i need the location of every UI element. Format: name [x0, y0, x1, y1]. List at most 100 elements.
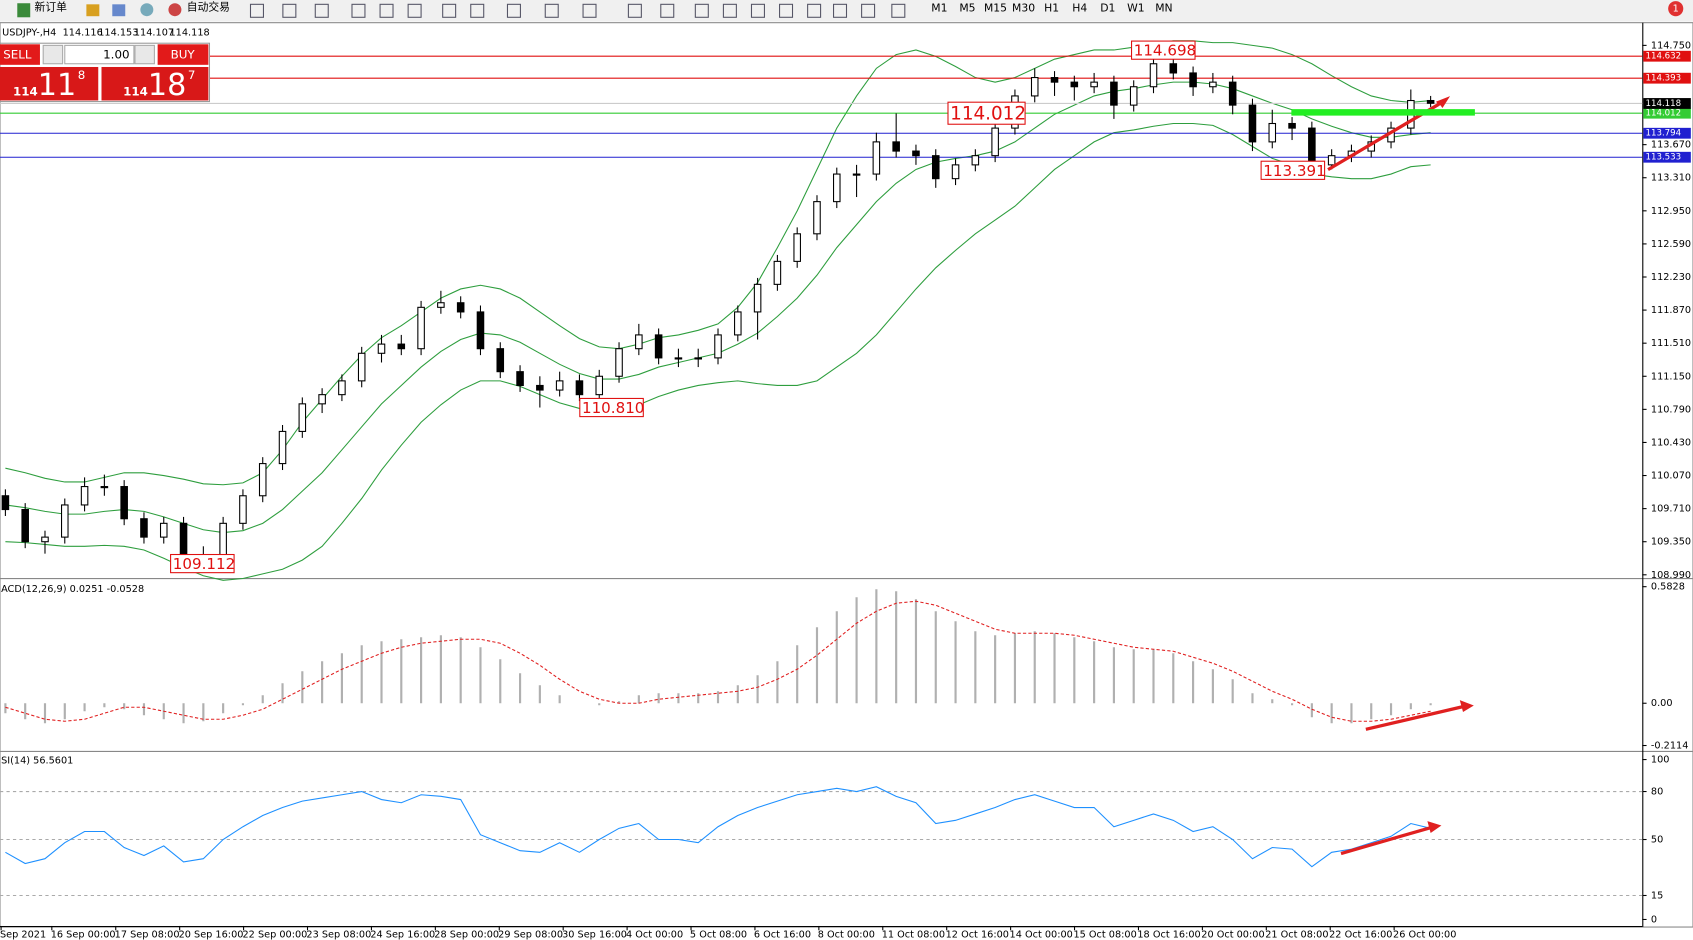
time-label: Sep 2021 [0, 930, 46, 940]
toolbar-icon[interactable] [582, 3, 597, 18]
level-box [1643, 151, 1691, 163]
candle-body [912, 150, 920, 157]
sell-price-big[interactable]: 114 [13, 84, 38, 98]
toolbar-icon[interactable] [544, 3, 559, 18]
sell-price-small[interactable]: 8 [78, 68, 86, 82]
current-price-label: 114.118 [1645, 99, 1681, 109]
candle-body [833, 173, 841, 203]
timeframe[interactable]: H4 [1072, 2, 1087, 15]
candle-body [41, 536, 49, 543]
time-label: 26 Oct 00:00 [1393, 930, 1456, 940]
level-label: 113.533 [1645, 153, 1681, 163]
candle-body [575, 380, 584, 396]
time-label: 4 Oct 00:00 [626, 930, 683, 940]
time-label: 23 Sep 08:00 [306, 930, 371, 940]
toolbar-icon[interactable] [627, 3, 642, 18]
time-label: 28 Sep 00:00 [434, 930, 499, 940]
icon[interactable] [86, 4, 100, 17]
price-tick-label: 111.150 [1651, 371, 1691, 382]
price-tick-label: 108.990 [1651, 570, 1691, 581]
buy-button[interactable] [157, 44, 209, 65]
buy[interactable]: BUY [171, 48, 196, 62]
time-label: 18 Oct 16:00 [1137, 930, 1200, 940]
toolbar-icon[interactable] [314, 3, 329, 18]
buy-price-box[interactable] [101, 66, 209, 101]
notification-badge[interactable] [1668, 1, 1684, 17]
toolbar-icon[interactable] [891, 3, 906, 18]
timeframe[interactable]: M5 [959, 2, 975, 15]
candle-body [239, 495, 247, 524]
macd-tick-label: 0.5828 [1651, 582, 1685, 593]
candle-body [1228, 81, 1237, 106]
trade-panel: SELL 1.00 BUY 114 11 8 114 18 7 [0, 42, 211, 103]
sell-button[interactable] [0, 44, 40, 65]
candle-body [496, 348, 505, 373]
ohlc-value: 114.116 [63, 27, 103, 38]
lot-down[interactable] [42, 44, 64, 65]
buy-price-small[interactable]: 7 [188, 68, 196, 82]
new-order[interactable]: 新订单 [35, 0, 68, 14]
toolbar-icon[interactable] [660, 3, 675, 18]
timeframe[interactable]: H1 [1044, 2, 1059, 15]
timeframe[interactable]: D1 [1100, 2, 1115, 15]
price-tick-label: 111.870 [1651, 305, 1691, 316]
candle-body [872, 141, 881, 175]
toolbar-icon[interactable] [861, 3, 876, 18]
time-label: 22 Sep 00:00 [243, 930, 308, 940]
lots[interactable]: 1.00 [103, 48, 129, 62]
toolbar-icon[interactable] [833, 3, 848, 18]
lot-input[interactable] [64, 44, 135, 65]
buy-price-main[interactable]: 18 [148, 68, 186, 103]
toolbar-icon[interactable] [379, 3, 394, 18]
toolbar-icon[interactable] [694, 3, 709, 18]
candle-body [1189, 72, 1197, 88]
candle-body [852, 173, 861, 176]
toolbar-icon[interactable] [351, 3, 366, 18]
candle-body [991, 127, 999, 157]
candle-body [456, 302, 465, 313]
new-order-icon[interactable] [17, 3, 31, 18]
toolbar-icon[interactable] [807, 3, 822, 18]
candle-body [734, 311, 742, 336]
timeframe[interactable]: MN [1155, 2, 1172, 15]
candle-body [714, 334, 722, 359]
lot-up[interactable] [134, 44, 155, 65]
candle-body [595, 375, 604, 396]
toolbar-icon[interactable] [442, 3, 457, 18]
candle-body [120, 486, 128, 520]
icon[interactable] [140, 3, 154, 17]
toolbar-icon[interactable] [779, 3, 794, 18]
macd-arrow [1459, 700, 1474, 713]
toolbar-icon[interactable] [722, 3, 737, 18]
sell-price-main[interactable]: 11 [38, 68, 76, 103]
toolbar-icon[interactable] [506, 3, 521, 18]
ohlc-value: 114.107 [134, 27, 174, 38]
candle-body [1070, 81, 1079, 88]
rsi-line [5, 786, 1431, 868]
auto-trading-icon[interactable] [168, 3, 182, 17]
auto-trading[interactable]: 自动交易 [187, 0, 230, 14]
time-label: 5 Oct 08:00 [690, 930, 747, 940]
timeframe[interactable]: M1 [931, 2, 947, 15]
candle-body [298, 403, 307, 432]
candle-body [1030, 77, 1039, 97]
candle-body [674, 357, 683, 360]
candle-body [80, 486, 89, 506]
notification-count[interactable]: 1 [1673, 4, 1679, 15]
sell-price-box[interactable] [0, 66, 99, 101]
level-box [1643, 72, 1691, 84]
toolbar-icon[interactable] [282, 3, 297, 18]
buy-price-big[interactable]: 114 [123, 84, 148, 98]
timeframe[interactable]: M15 [984, 2, 1007, 15]
toolbar-icon[interactable] [750, 3, 765, 18]
band-lower [5, 122, 1431, 581]
candle-body [397, 343, 406, 350]
candle-body [516, 371, 524, 387]
timeframe[interactable]: W1 [1127, 2, 1145, 15]
toolbar-icon[interactable] [407, 3, 422, 18]
icon[interactable] [112, 4, 126, 17]
timeframe[interactable]: M30 [1012, 2, 1035, 15]
toolbar-icon[interactable] [470, 3, 485, 18]
sell[interactable]: SELL [3, 48, 32, 62]
toolbar-icon[interactable] [249, 3, 264, 18]
